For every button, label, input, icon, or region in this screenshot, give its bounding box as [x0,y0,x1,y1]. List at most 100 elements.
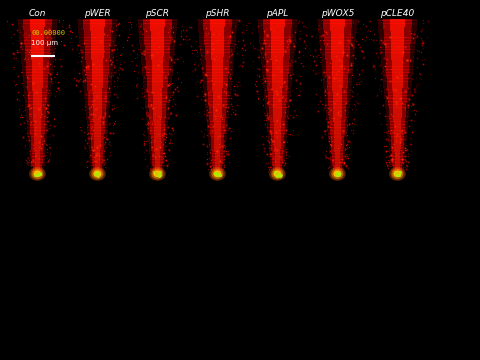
Bar [263,23,292,25]
Bar [395,167,400,169]
Bar [333,97,342,99]
Bar [213,113,222,116]
Bar [326,117,348,118]
Bar [204,31,231,33]
Bar [211,43,224,45]
Bar [92,78,103,80]
Bar [149,120,166,122]
Bar [319,37,356,39]
Bar [391,42,404,44]
Bar [207,83,228,85]
Bar [26,112,49,114]
Bar [85,59,109,60]
Bar [31,149,44,150]
Bar [205,57,229,59]
Bar [207,126,228,128]
Bar [384,33,411,35]
Bar [212,63,223,65]
Bar [382,66,413,68]
Bar [83,23,112,25]
Bar [274,141,281,143]
Bar [329,111,346,112]
Bar [268,136,287,138]
Bar [206,69,228,71]
Bar [152,153,163,155]
Bar [29,106,46,108]
Bar [390,21,405,22]
Bar [391,51,404,53]
Bar [81,55,114,57]
Bar [94,117,101,118]
Bar [384,86,411,88]
Bar [384,43,410,45]
Bar [210,23,225,25]
Bar [94,129,101,131]
Bar [94,144,101,146]
Bar [325,107,349,109]
Bar [382,72,413,74]
Bar [393,91,402,93]
Bar [30,158,45,160]
Bar [392,74,403,76]
Bar [87,121,108,123]
Bar [144,92,171,94]
Bar [33,112,42,114]
Bar [388,98,407,100]
Bar [264,31,291,33]
Bar [329,144,346,146]
Bar [91,149,104,150]
Bar [275,167,280,169]
Bar [320,51,355,53]
Bar [89,107,106,109]
Bar [151,37,164,39]
Bar [91,45,104,47]
Bar [325,57,349,59]
Bar [204,46,230,48]
Bar [379,34,416,36]
Bar [91,135,104,137]
Bar [318,28,357,30]
Bar [147,78,168,80]
Bar [211,33,224,35]
Bar [271,34,284,36]
Bar [214,118,221,120]
Bar [93,170,102,172]
Bar [27,121,48,123]
Bar [331,51,344,53]
Bar [332,68,343,69]
Bar [24,39,51,41]
Bar [258,30,297,31]
Bar [81,60,114,62]
Bar [272,158,283,160]
Bar [384,40,410,42]
Bar [271,53,284,54]
Bar [335,167,340,169]
Bar [154,126,161,128]
Bar [384,94,411,95]
Bar [270,126,285,128]
Bar [390,121,405,123]
Bar [208,138,227,140]
Bar [24,43,50,45]
Bar [24,46,50,48]
Bar [331,34,344,36]
Bar [330,162,345,164]
Bar [331,53,344,54]
Bar [392,80,403,82]
Bar [201,60,234,62]
Bar [31,138,44,140]
Bar [262,72,293,74]
Bar [92,74,103,76]
Bar [331,166,344,167]
Bar [265,49,290,51]
Bar [392,162,403,164]
Bar [384,45,410,47]
Bar [146,111,169,112]
Bar [325,106,349,108]
Bar [92,80,103,82]
Bar [138,22,177,24]
Bar [267,78,288,80]
Bar [326,115,349,117]
Bar [145,60,169,62]
Bar [147,124,168,126]
